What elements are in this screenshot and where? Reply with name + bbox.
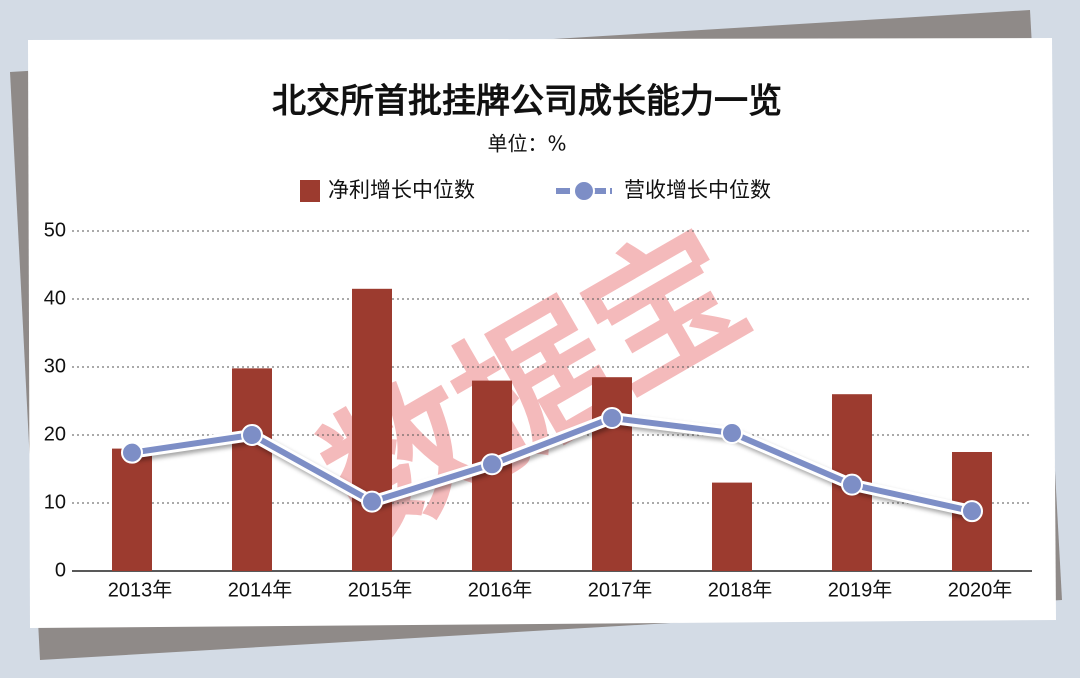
bar: [352, 288, 392, 571]
line: [131, 415, 973, 515]
x-tick-label: 2017年: [588, 578, 653, 601]
x-tick-label: 2020年: [948, 578, 1013, 601]
chart-title: 北交所首批挂牌公司成长能力一览: [272, 82, 782, 122]
legend-marker: [573, 180, 595, 202]
line-marker: [961, 500, 983, 523]
x-tick-label: 2019年: [828, 578, 893, 601]
x-tick-label: 2015年: [348, 578, 413, 601]
x-tick-label: 2016年: [468, 578, 533, 601]
line-marker: [481, 453, 503, 476]
x-tick-label: 2014年: [228, 578, 293, 601]
bar: [232, 368, 272, 571]
y-tick-label: 50: [44, 219, 66, 241]
line-marker: [241, 424, 263, 446]
y-tick-label: 20: [44, 423, 66, 445]
bar: [712, 482, 752, 571]
bar: [592, 377, 632, 571]
y-tick-label: 30: [44, 355, 66, 377]
line-marker: [721, 421, 743, 444]
y-tick-label: 0: [55, 559, 66, 581]
legend-label: 营收增长中位数: [624, 178, 771, 202]
bar: [472, 380, 512, 571]
legend-swatch: [300, 180, 320, 202]
line-marker: [601, 407, 623, 429]
y-tick-label: 40: [44, 287, 66, 309]
x-tick-label: 2013年: [108, 578, 173, 601]
line-marker: [841, 473, 863, 496]
card: [28, 38, 1056, 628]
legend: 净利增长中位数 营收增长中位数: [300, 178, 771, 202]
x-tick-label: 2018年: [708, 578, 773, 601]
line-marker: [361, 490, 383, 513]
bar: [112, 448, 152, 571]
legend-label: 净利增长中位数: [328, 178, 475, 202]
y-tick-label: 10: [44, 491, 66, 513]
chart-subtitle: 单位：%: [487, 132, 566, 156]
line-marker: [121, 441, 143, 464]
